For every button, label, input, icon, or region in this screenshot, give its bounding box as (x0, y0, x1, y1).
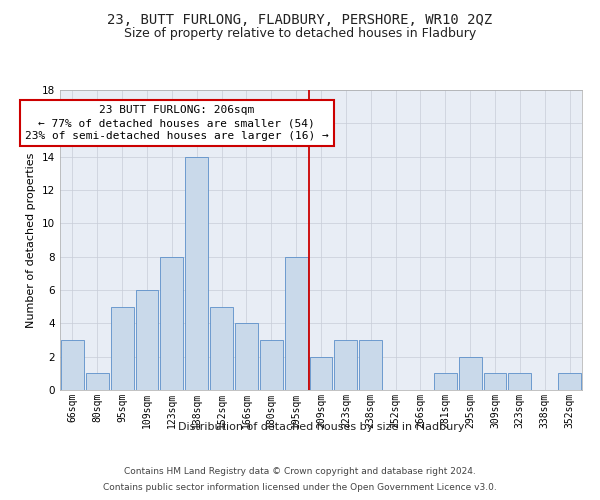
Bar (61, 340, 84, 390)
Bar (235, 324, 258, 390)
Bar (508, 374, 531, 390)
Bar (285, 256, 308, 390)
Y-axis label: Number of detached properties: Number of detached properties (26, 152, 37, 328)
Text: Contains HM Land Registry data © Crown copyright and database right 2024.: Contains HM Land Registry data © Crown c… (124, 468, 476, 476)
Text: Contains public sector information licensed under the Open Government Licence v3: Contains public sector information licen… (103, 482, 497, 492)
Bar (260, 340, 283, 390)
Bar (359, 340, 382, 390)
Bar (111, 306, 134, 390)
Text: Distribution of detached houses by size in Fladbury: Distribution of detached houses by size … (178, 422, 464, 432)
Bar (459, 356, 482, 390)
Bar (210, 306, 233, 390)
Bar (334, 340, 357, 390)
Bar (310, 356, 332, 390)
Bar (86, 374, 109, 390)
Text: Size of property relative to detached houses in Fladbury: Size of property relative to detached ho… (124, 28, 476, 40)
Text: 23, BUTT FURLONG, FLADBURY, PERSHORE, WR10 2QZ: 23, BUTT FURLONG, FLADBURY, PERSHORE, WR… (107, 12, 493, 26)
Bar (185, 156, 208, 390)
Text: 23 BUTT FURLONG: 206sqm
← 77% of detached houses are smaller (54)
23% of semi-de: 23 BUTT FURLONG: 206sqm ← 77% of detache… (25, 105, 329, 142)
Bar (434, 374, 457, 390)
Bar (484, 374, 506, 390)
Bar (558, 374, 581, 390)
Bar (160, 256, 183, 390)
Bar (136, 290, 158, 390)
